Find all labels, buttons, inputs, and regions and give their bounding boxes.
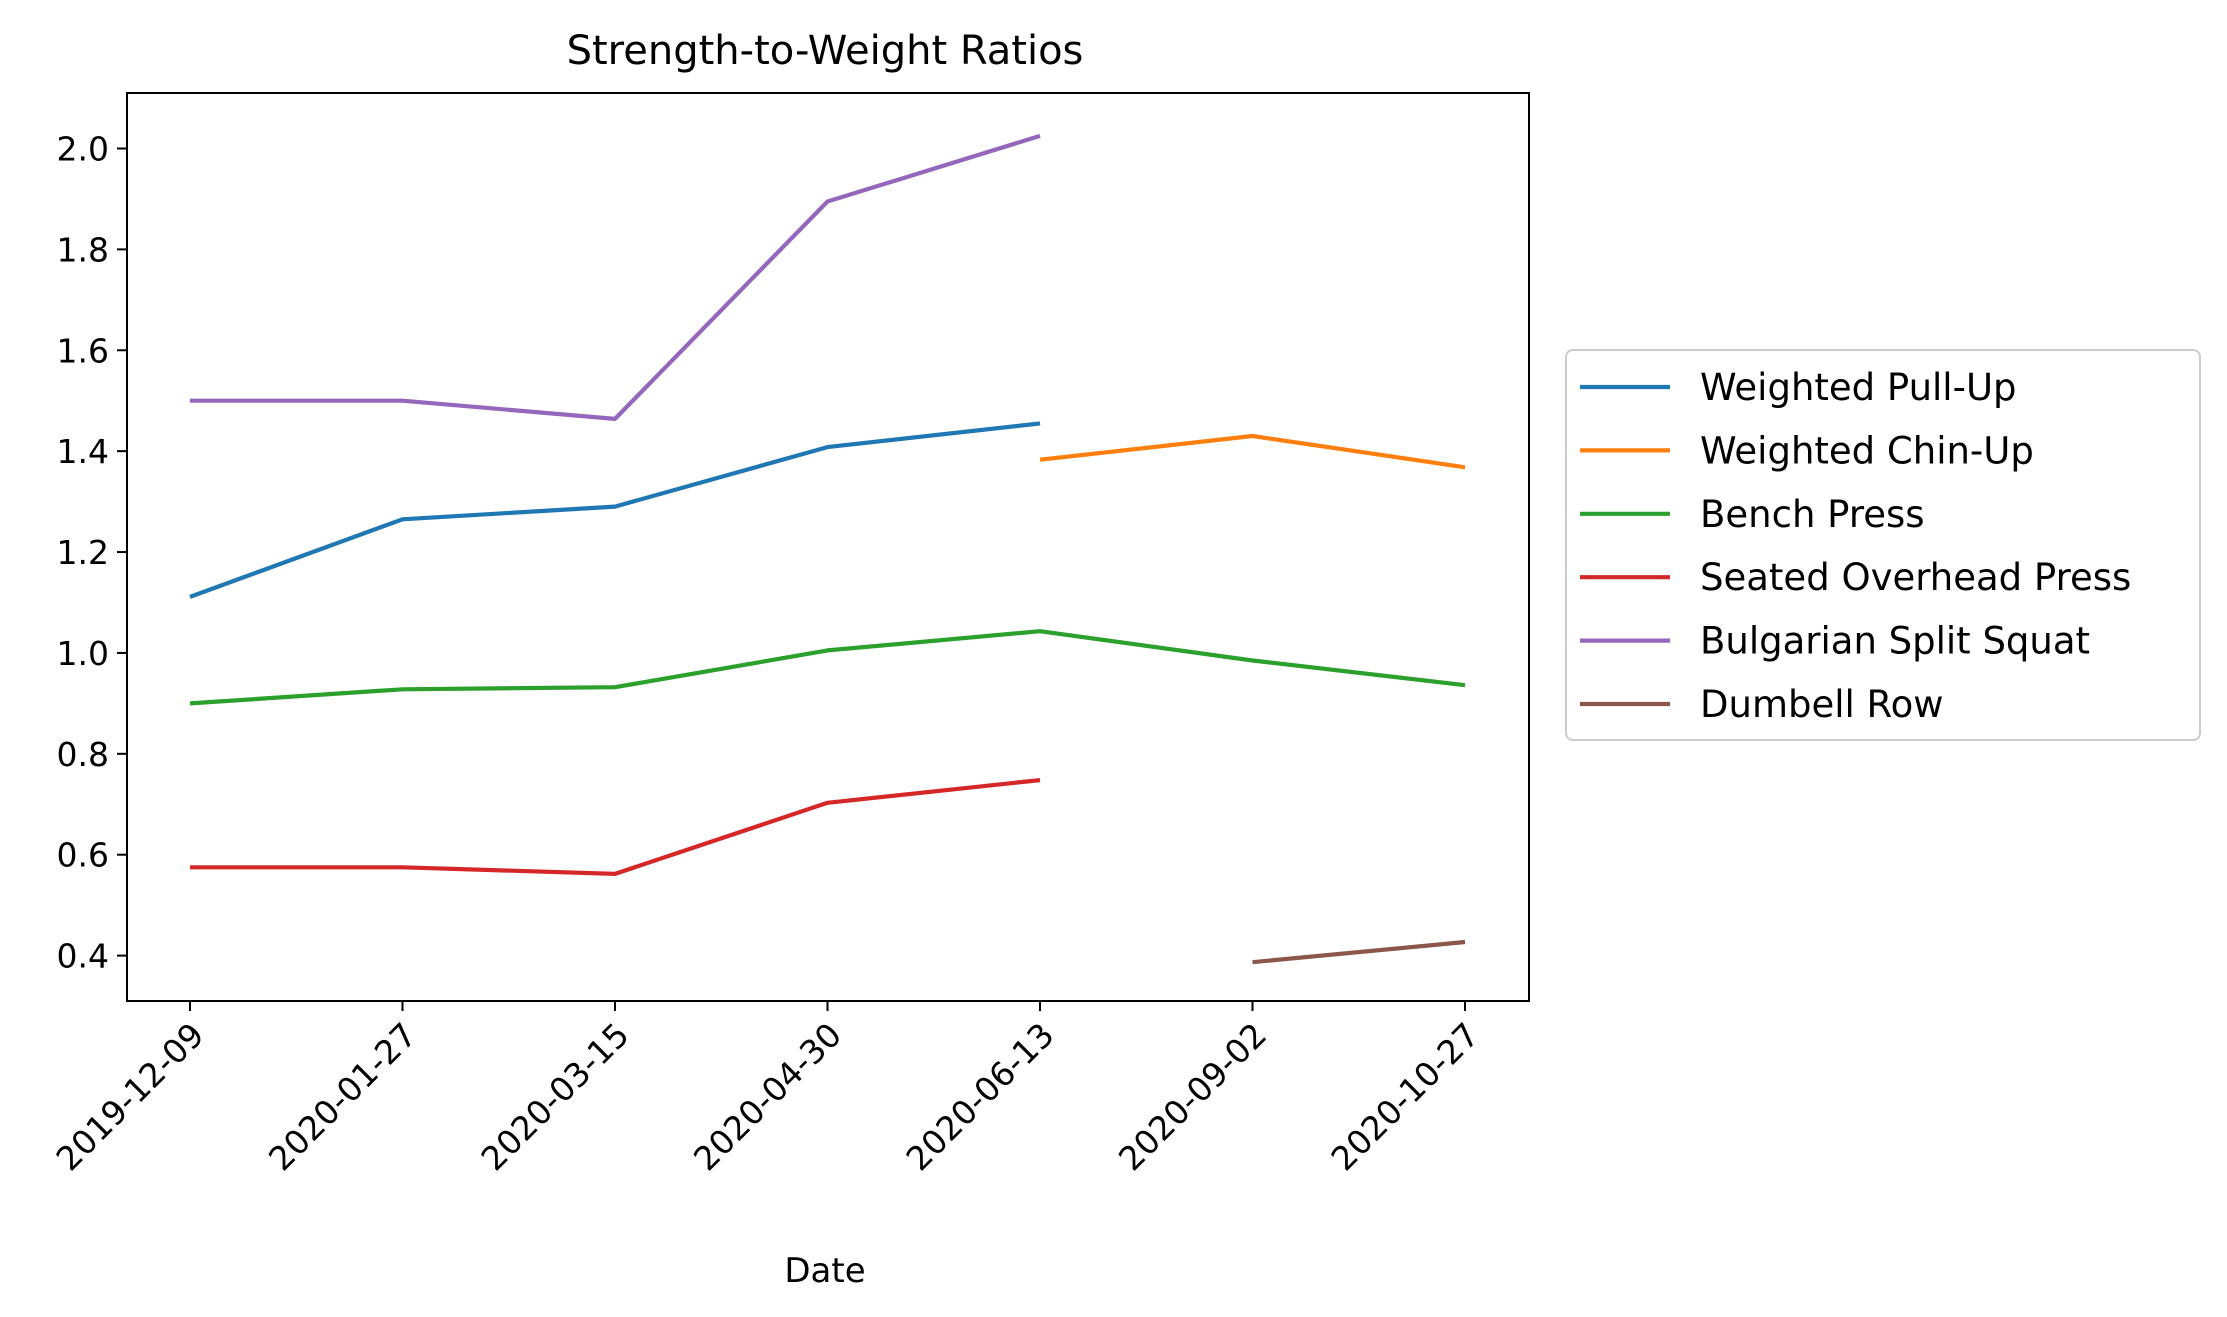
series-line-weighted-pull-up xyxy=(189,421,1041,599)
series-lines xyxy=(189,133,1466,965)
chart-title: Strength-to-Weight Ratios xyxy=(567,28,1084,74)
x-tick-label: 2020-09-02 xyxy=(1111,1015,1274,1178)
series-line-bench-press xyxy=(189,629,1466,706)
series-line-dumbell-row xyxy=(1252,939,1466,965)
x-tick-label: 2019-12-09 xyxy=(48,1015,211,1178)
legend-label: Seated Overhead Press xyxy=(1700,556,2131,599)
y-tick-label: 1.0 xyxy=(57,634,109,673)
series-line-seated-overhead-press xyxy=(190,778,1041,877)
x-tick-label: 2020-01-27 xyxy=(261,1015,424,1178)
y-axis: 0.4 0.6 0.8 1.0 1.2 1.4 1.6 1.8 2.0 xyxy=(57,129,127,976)
legend-label: Bulgarian Split Squat xyxy=(1700,620,2090,663)
y-tick-label: 2.0 xyxy=(57,129,109,168)
x-tick-label: 2020-10-27 xyxy=(1323,1015,1486,1178)
y-tick-label: 1.4 xyxy=(57,432,109,471)
y-tick-label: 0.4 xyxy=(57,937,109,976)
x-tick-label: 2020-04-30 xyxy=(686,1015,849,1178)
series-line-weighted-chin-up xyxy=(1039,433,1466,470)
y-tick-label: 1.8 xyxy=(57,230,109,269)
y-tick-label: 0.6 xyxy=(57,836,109,875)
plot-frame xyxy=(126,92,1530,1002)
legend-box xyxy=(1565,349,2201,741)
x-tick-label: 2020-06-13 xyxy=(898,1015,1061,1178)
x-axis: 2019-12-09 2020-01-27 2020-03-15 2020-04-30… xyxy=(48,1001,1487,1178)
legend-label: Weighted Pull-Up xyxy=(1700,366,2017,409)
legend-label: Bench Press xyxy=(1700,493,1925,536)
series-line-bulgarian-split-squat xyxy=(190,133,1041,421)
legend-label: Weighted Chin-Up xyxy=(1700,429,2034,472)
y-tick-label: 1.6 xyxy=(57,331,109,370)
y-tick-label: 0.8 xyxy=(57,735,109,774)
legend: Weighted Pull-Up Weighted Chin-Up Bench Pr… xyxy=(1565,349,2201,741)
x-tick-label: 2020-03-15 xyxy=(473,1015,636,1178)
legend-label: Dumbell Row xyxy=(1700,683,1944,726)
x-axis-label: Date xyxy=(784,1251,865,1291)
y-tick-label: 1.2 xyxy=(57,533,109,572)
